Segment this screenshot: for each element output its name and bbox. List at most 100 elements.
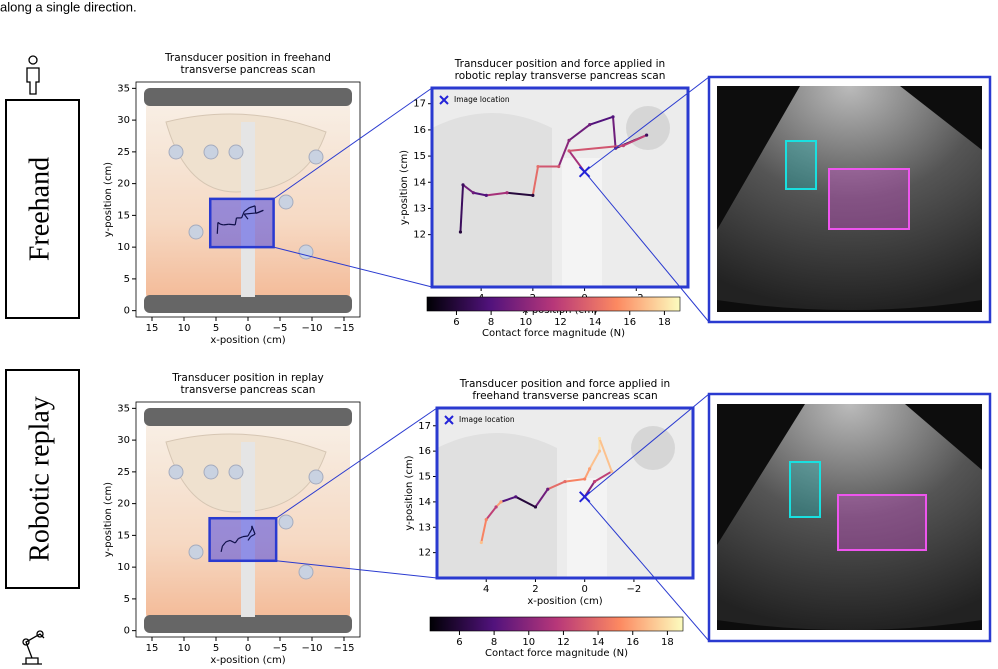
y-tick-label: 25	[117, 467, 130, 478]
trajectory-point	[536, 164, 540, 169]
panel-title: Transducer position in freehand	[164, 52, 331, 64]
x-tick-label: 5	[213, 323, 219, 334]
x-tick-label: 10	[178, 643, 191, 654]
y-tick-label: 14	[413, 177, 426, 188]
panel-title: transverse pancreas scan	[181, 64, 316, 76]
x-tick-label: −15	[333, 323, 354, 334]
phantom-feature	[278, 194, 294, 210]
trajectory-point	[505, 191, 509, 195]
zoom-box	[208, 516, 278, 563]
trajectory-segment	[226, 539, 231, 543]
x-tick-label: −5	[273, 323, 288, 334]
y-tick-label: 16	[413, 125, 426, 136]
row-label-box	[5, 369, 80, 589]
phantom-feature	[188, 544, 204, 560]
trajectory-point	[567, 149, 571, 153]
row-label: Freehand	[24, 157, 55, 261]
trajectory-point	[592, 479, 597, 484]
trajectory-point	[588, 123, 592, 127]
connector	[584, 393, 710, 498]
phantom-band	[144, 408, 352, 426]
colorbar-tick-label: 18	[658, 317, 671, 328]
phantom-feature	[298, 244, 314, 260]
panel-title: freehand transverse pancreas scan	[472, 390, 657, 402]
colorbar-tick-label: 16	[623, 317, 636, 328]
y-tick-label: 35	[117, 83, 130, 94]
trajectory-segment	[220, 546, 223, 553]
trajectory-segment	[534, 488, 549, 508]
ultrasound-panel	[707, 392, 992, 643]
trajectory-segment	[220, 223, 224, 226]
trajectory-segment	[589, 115, 614, 126]
x-marker	[578, 166, 591, 178]
trajectory-point	[645, 133, 649, 137]
trajectory-segment	[588, 450, 601, 470]
trajectory-segment	[228, 223, 236, 226]
trajectory-segment	[238, 536, 244, 540]
y-tick-label: 13	[413, 203, 426, 214]
trajectory-segment	[547, 480, 566, 491]
x-tick-label: −5	[273, 643, 288, 654]
y-tick-label: 12	[418, 548, 431, 559]
colorbar-tick-label: 6	[456, 637, 462, 648]
trajectory-segment	[241, 211, 245, 219]
connector	[273, 87, 433, 200]
legend-marker	[439, 95, 449, 105]
panel-title: Transducer position and force applied in	[454, 58, 665, 70]
y-tick-label: 16	[418, 446, 431, 457]
y-tick-label: 35	[117, 403, 130, 414]
x-axis-label: x-position (cm)	[527, 596, 602, 607]
y-tick-label: 15	[413, 151, 426, 162]
phantom-zoom	[562, 158, 602, 287]
trajectory-segment	[594, 470, 613, 483]
legend-label: Image location	[454, 95, 510, 104]
trajectory-segment	[254, 205, 257, 214]
trajectory-segment	[485, 506, 497, 521]
phantom-zoom	[432, 113, 552, 287]
phantom-feature	[278, 514, 294, 530]
y-tick-label: 20	[117, 499, 130, 510]
trajectory-segment	[480, 519, 488, 543]
connector	[584, 171, 710, 323]
trajectory-point	[531, 193, 535, 197]
trajectory-segment	[612, 116, 617, 149]
y-tick-label: 25	[117, 147, 130, 158]
image-location-marker	[578, 166, 591, 178]
trajectory-segment	[217, 221, 221, 225]
plot-frame	[435, 406, 695, 580]
trajectory-segment	[248, 528, 253, 534]
y-tick-label: 10	[117, 562, 130, 573]
x-tick-label: −10	[301, 643, 322, 654]
phantom-feature	[228, 144, 244, 160]
y-tick-label: 12	[413, 230, 426, 241]
connector	[276, 560, 438, 579]
phantom-feature	[298, 564, 314, 580]
trajectory-point	[588, 467, 592, 471]
y-tick-label: 17	[418, 421, 431, 432]
y-tick-label: 30	[117, 435, 130, 446]
y-tick-label: 15	[117, 530, 130, 541]
trajectory-point	[484, 518, 488, 522]
phantom-spine	[241, 122, 255, 297]
x-tick-label: 0	[245, 323, 251, 334]
panel-title: transverse pancreas scan	[181, 384, 316, 396]
colorbar-tick-label: 16	[626, 637, 639, 648]
phantom-feature	[168, 144, 184, 160]
colorbar-label: Contact force magnitude (N)	[482, 328, 625, 339]
y-axis-label: y-position (cm)	[399, 150, 410, 225]
y-tick-label: 10	[117, 242, 130, 253]
trajectory-segment	[473, 191, 487, 197]
phantom-zoom	[631, 426, 675, 470]
trajectory-point	[458, 230, 463, 234]
trajectory-segment	[243, 207, 250, 213]
colorbar-tick-label: 14	[589, 317, 602, 328]
trajectory-segment	[244, 212, 258, 215]
trajectory-segment	[221, 542, 226, 547]
trajectory-segment	[234, 538, 239, 544]
phantom-band	[144, 615, 352, 633]
trajectory-segment	[557, 140, 570, 167]
phantom-feature	[188, 224, 204, 240]
connector	[584, 496, 710, 642]
trajectory-point	[471, 191, 475, 195]
trajectory-point	[499, 500, 503, 504]
